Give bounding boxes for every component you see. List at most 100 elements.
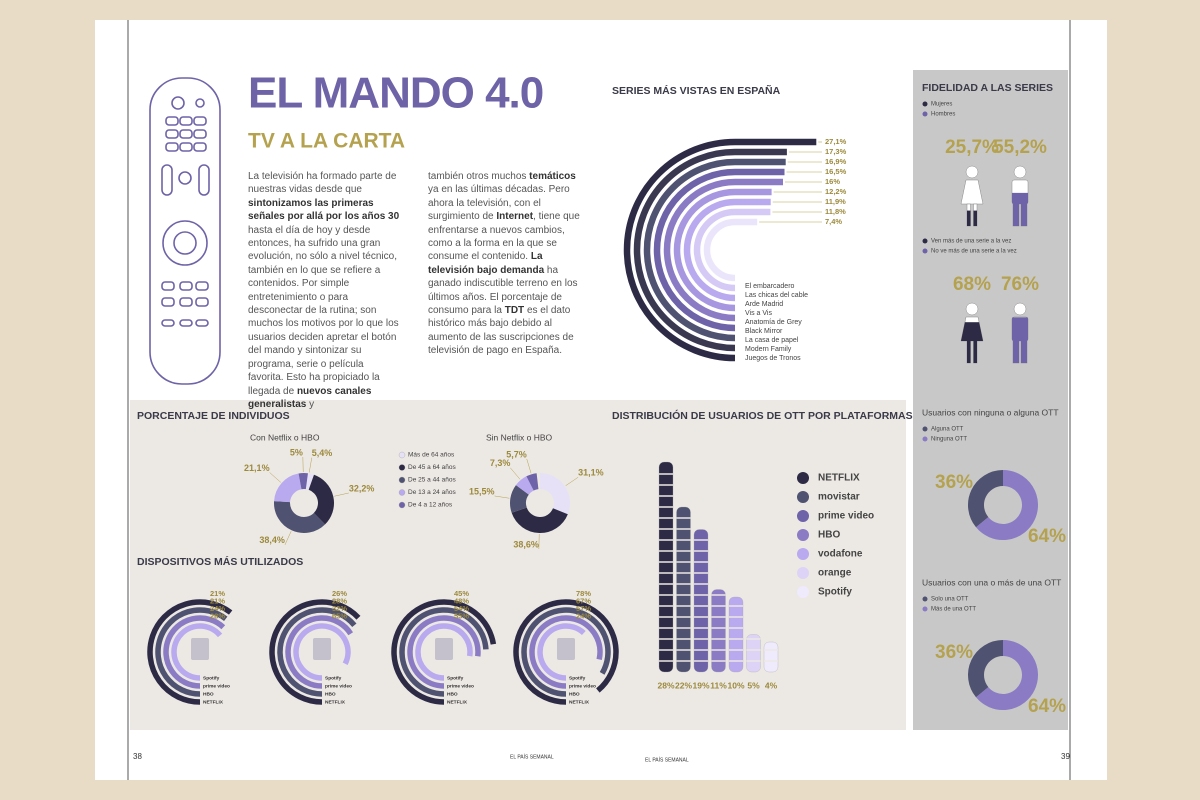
leader-line bbox=[308, 457, 313, 473]
device-ring bbox=[391, 599, 497, 705]
remote-wheel bbox=[162, 220, 208, 266]
ott-value: 22% bbox=[675, 680, 692, 690]
series-arc bbox=[623, 138, 817, 362]
ring-value: 78% bbox=[576, 589, 591, 598]
leader-line bbox=[284, 531, 292, 545]
device-icon bbox=[557, 638, 575, 660]
donut-value: 36% bbox=[935, 472, 973, 493]
legend-dot bbox=[398, 489, 406, 496]
series-name: Arde Madrid bbox=[745, 301, 783, 308]
text-run: sintonizamos las primeras señales por al… bbox=[248, 197, 400, 223]
device-ring bbox=[513, 599, 619, 705]
legend-dot bbox=[398, 451, 406, 459]
device-ring bbox=[269, 599, 361, 705]
ring-value: 24% bbox=[576, 611, 591, 620]
remote-button bbox=[178, 171, 192, 185]
remote-button bbox=[179, 281, 193, 291]
series-arc bbox=[663, 178, 783, 322]
ring-value: 57% bbox=[576, 604, 591, 613]
figure-outline bbox=[965, 302, 979, 316]
panel bbox=[130, 400, 906, 730]
legend-dot bbox=[922, 606, 928, 612]
platform-label: NETFLIX bbox=[447, 699, 468, 705]
remote-button bbox=[195, 297, 209, 307]
fidelity-value: 55,2% bbox=[993, 137, 1047, 158]
remote-body bbox=[149, 77, 221, 385]
donut-segment bbox=[539, 473, 570, 515]
series-value: 7,4% bbox=[825, 217, 842, 226]
platform-label: prime video bbox=[447, 683, 474, 689]
donut-value: 38,6% bbox=[513, 539, 539, 549]
legend-dot bbox=[398, 464, 406, 471]
series-value: 16,5% bbox=[825, 167, 847, 176]
series-value: 11,9% bbox=[825, 197, 846, 206]
legend-label: orange bbox=[818, 568, 852, 579]
page-title: EL MANDO 4.0 bbox=[248, 69, 543, 118]
device-icon bbox=[435, 638, 453, 660]
legend-label: Mujeres bbox=[931, 102, 952, 108]
legend-dot bbox=[922, 111, 928, 117]
legend-dot bbox=[797, 586, 809, 598]
remote-button bbox=[165, 116, 179, 126]
text-run: TDT bbox=[504, 305, 525, 317]
platform-label: Spotify bbox=[569, 675, 586, 681]
device-ring bbox=[293, 623, 351, 681]
series-name: Vis a Vis bbox=[745, 310, 772, 317]
device-ring bbox=[155, 607, 228, 697]
series-name: Modern Family bbox=[745, 346, 792, 353]
series-arc bbox=[633, 148, 787, 352]
legend-label: Alguna OTT bbox=[931, 427, 964, 433]
text-run: nuevos canales generalistas bbox=[248, 385, 372, 410]
ott-stack bbox=[728, 596, 744, 673]
series-name: La casa de papel bbox=[745, 337, 799, 344]
remote-illustration bbox=[149, 77, 221, 385]
chart-subtitle: Sin Netflix o HBO bbox=[486, 432, 553, 442]
text-run: Internet bbox=[496, 211, 534, 223]
publication: EL PAÍS SEMANAL bbox=[645, 756, 689, 763]
ring-value: 28% bbox=[332, 596, 347, 605]
ring-value: 24% bbox=[210, 604, 225, 613]
donut-segment bbox=[308, 474, 334, 525]
donut-value: 64% bbox=[1028, 696, 1066, 717]
platform-label: NETFLIX bbox=[569, 699, 590, 705]
ott-value: 11% bbox=[710, 680, 727, 690]
text-run: La televisión ha formado parte de nuestr… bbox=[248, 171, 397, 196]
side-panel bbox=[913, 70, 1068, 730]
figure-outline bbox=[965, 165, 979, 179]
legend-dot bbox=[922, 426, 928, 432]
publication: EL PAÍS SEMANAL bbox=[510, 753, 554, 760]
section-title: DISTRIBUCIÓN DE USUARIOS DE OTT POR PLAT… bbox=[612, 409, 913, 422]
text-column: también otros muchos temáticos ya en las… bbox=[428, 170, 580, 358]
remote-button bbox=[161, 164, 173, 196]
legend-label: Más de una OTT bbox=[931, 607, 976, 613]
page-subtitle: TV A LA CARTA bbox=[248, 130, 405, 153]
series-value: 12,2% bbox=[825, 187, 847, 196]
series-arc bbox=[693, 208, 771, 292]
remote-button bbox=[171, 96, 185, 110]
device-ring bbox=[171, 623, 223, 681]
ring-value: 54% bbox=[454, 604, 469, 613]
remote-button bbox=[195, 98, 205, 108]
donut-segment bbox=[976, 640, 1038, 710]
fidelity-value: 76% bbox=[1001, 274, 1039, 295]
platform-label: Spotify bbox=[203, 675, 220, 681]
ring-value: 67% bbox=[576, 596, 591, 605]
ring-value: 26% bbox=[332, 589, 347, 598]
series-name: El embarcadero bbox=[745, 283, 795, 290]
chart-subtitle: Con Netflix o HBO bbox=[250, 432, 320, 442]
leader-line bbox=[494, 495, 510, 499]
series-arc bbox=[653, 168, 785, 332]
section-title: DISPOSITIVOS MÁS UTILIZADOS bbox=[137, 555, 303, 568]
legend-label: De 25 a 44 años bbox=[408, 477, 456, 484]
platform-label: HBO bbox=[203, 691, 214, 697]
text-run: La televisión bajo demanda bbox=[428, 251, 545, 276]
legend-label: Ven más de una serie a la vez bbox=[931, 239, 1011, 245]
series-value: 11,8% bbox=[825, 207, 846, 216]
device-ring bbox=[285, 615, 354, 689]
donut-segment bbox=[274, 473, 303, 503]
series-value: 17,3% bbox=[825, 147, 847, 156]
ott-stack bbox=[693, 529, 709, 673]
donut-value: 64% bbox=[1028, 526, 1066, 547]
legend-label: De 45 a 64 años bbox=[408, 464, 456, 471]
